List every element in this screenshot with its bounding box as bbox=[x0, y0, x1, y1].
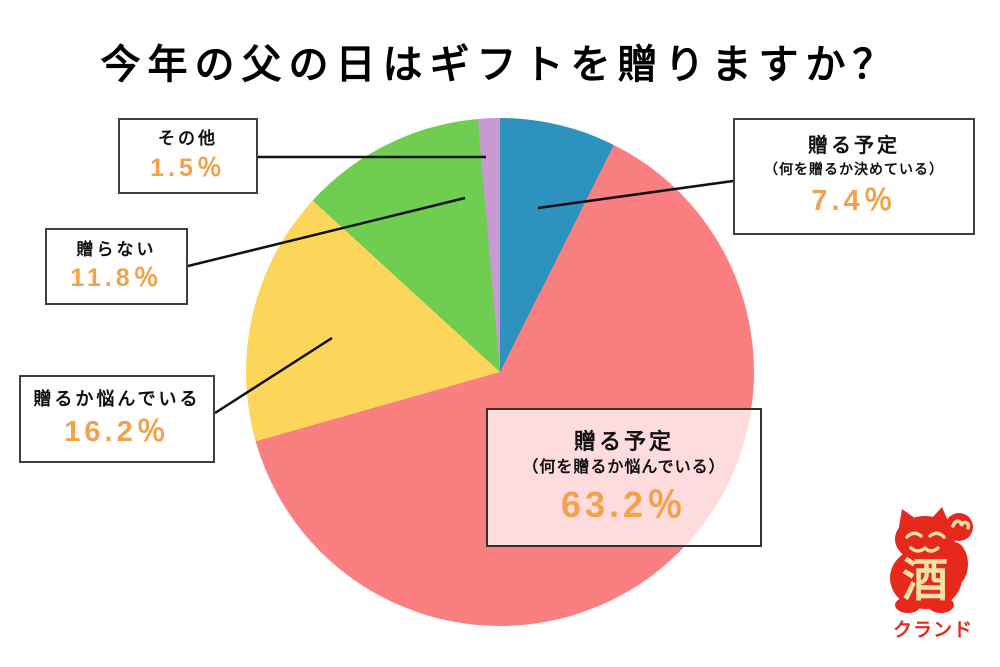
brand-logo: 酒 クランド bbox=[878, 506, 988, 642]
callout-worrying-sublabel: （何を贈るか悩んでいる） bbox=[522, 458, 726, 476]
callout-not-giving-percent: 11.8％ bbox=[70, 264, 163, 292]
callout-maybe-label: 贈るか悩んでいる bbox=[33, 388, 201, 409]
callout-worrying-label: 贈る予定 bbox=[573, 429, 674, 455]
page-title: 今年の父の日はギフトを贈りますか？ bbox=[100, 43, 900, 87]
callout-worrying: 贈る予定 （何を贈るか悩んでいる） 63.2％ bbox=[486, 408, 762, 547]
cat-body bbox=[890, 547, 962, 609]
callout-other-percent: 1.5％ bbox=[150, 153, 226, 182]
callout-decided-percent: 7.4％ bbox=[811, 184, 897, 217]
callout-not-giving-label: 贈らない bbox=[76, 239, 157, 259]
maneki-neko-cat-icon: 酒 bbox=[890, 507, 973, 613]
callout-not-giving: 贈らない 11.8％ bbox=[45, 228, 188, 305]
cat-foot-right bbox=[928, 597, 954, 613]
cat-eye-left bbox=[905, 531, 923, 539]
cat-paw-curl bbox=[951, 519, 971, 530]
cat-eye-right bbox=[928, 531, 946, 539]
callout-decided-sublabel: （何を贈るか決めている） bbox=[764, 161, 944, 178]
callout-other: その他 1.5％ bbox=[118, 118, 258, 194]
pie-chart bbox=[246, 118, 754, 626]
callout-other-label: その他 bbox=[158, 129, 218, 149]
callout-decided: 贈る予定 （何を贈るか決めている） 7.4％ bbox=[733, 118, 975, 235]
sake-kanji: 酒 bbox=[902, 554, 948, 606]
callout-worrying-percent: 63.2％ bbox=[560, 483, 688, 525]
callout-maybe-percent: 16.2％ bbox=[64, 416, 170, 449]
cat-mouth bbox=[909, 545, 940, 553]
cat-foot-left bbox=[895, 597, 921, 613]
brand-name: クランド bbox=[892, 620, 973, 641]
cat-paw bbox=[945, 513, 973, 541]
callout-decided-label: 贈る予定 bbox=[808, 135, 900, 158]
callout-maybe: 贈るか悩んでいる 16.2％ bbox=[19, 375, 215, 463]
